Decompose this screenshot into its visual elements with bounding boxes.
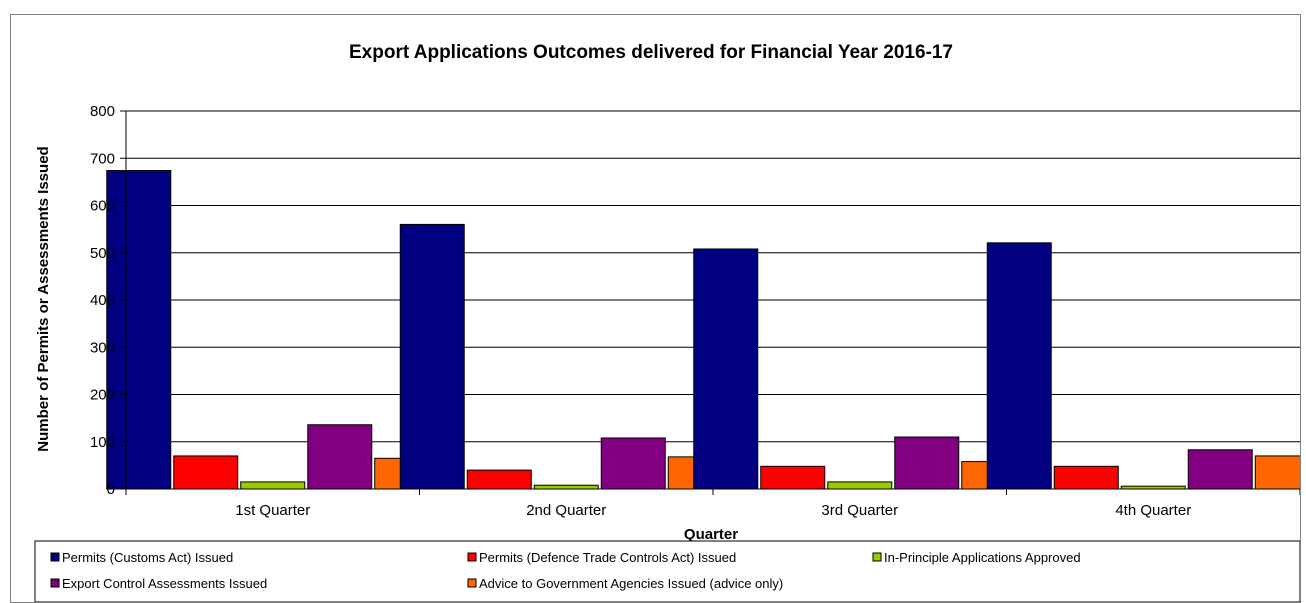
chart-title: Export Applications Outcomes delivered f…: [349, 42, 953, 63]
legend: Permits (Customs Act) Issued Permits (Def…: [50, 550, 1081, 591]
x-tick-label: 2nd Quarter: [526, 502, 606, 519]
x-tick-labels: 1st Quarter 2nd Quarter 3rd Quarter 4th Qua…: [235, 502, 1191, 519]
x-tick-label: 3rd Quarter: [821, 502, 898, 519]
bar-2-4: [1053, 465, 1119, 490]
y-tick-labels: 0 100 200 300 400 500 600 700 800: [90, 103, 115, 498]
legend-label: Permits (Defence Trade Controls Act) Iss…: [479, 550, 736, 565]
bar-5-4: [1254, 455, 1300, 490]
bar-4-2: [600, 437, 666, 490]
bar-2-3: [760, 465, 826, 490]
bar-3-1: [240, 481, 306, 490]
legend-swatch: [872, 552, 882, 562]
legend-swatch: [50, 578, 60, 588]
x-tick-label: 1st Quarter: [235, 502, 310, 519]
y-tick-label: 700: [90, 150, 115, 167]
legend-label: Permits (Customs Act) Issued: [62, 550, 233, 565]
bar-1-1: [106, 170, 172, 490]
x-axis-title: Quarter: [684, 526, 738, 543]
y-axis-title: Number of Permits or Assessments Issued: [35, 146, 52, 451]
bar-4-1: [307, 424, 373, 490]
legend-box: [34, 540, 1300, 602]
bar-1-4: [986, 242, 1052, 490]
chart-svg: Export Applications Outcomes delivered f…: [34, 42, 1300, 602]
legend-label: In-Principle Applications Approved: [884, 550, 1081, 565]
bar-3-3: [827, 481, 893, 490]
y-tick-label: 100: [90, 434, 115, 451]
legend-label: Export Control Assessments Issued: [62, 576, 267, 591]
bar-1-3: [693, 248, 759, 490]
chart-frame: Export Applications Outcomes delivered f…: [10, 14, 1301, 603]
y-tick-label: 400: [90, 292, 115, 309]
y-tick-label: 600: [90, 198, 115, 215]
legend-swatch: [467, 578, 477, 588]
axes: [120, 110, 1300, 495]
bar-1-2: [399, 223, 465, 490]
legend-swatch: [467, 552, 477, 562]
y-tick-label: 0: [107, 481, 115, 498]
bar-3-2: [533, 484, 599, 490]
x-tick-label: 4th Quarter: [1115, 502, 1191, 519]
bar-4-3: [894, 436, 960, 490]
legend-label: Advice to Government Agencies Issued (ad…: [479, 576, 783, 591]
bar-2-1: [173, 455, 239, 490]
bars: [106, 170, 1300, 490]
legend-swatch: [50, 552, 60, 562]
bar-2-2: [466, 469, 532, 490]
bar-4-4: [1187, 449, 1253, 490]
y-tick-label: 300: [90, 339, 115, 356]
y-tick-label: 200: [90, 387, 115, 404]
y-tick-label: 800: [90, 103, 115, 120]
y-tick-label: 500: [90, 245, 115, 262]
